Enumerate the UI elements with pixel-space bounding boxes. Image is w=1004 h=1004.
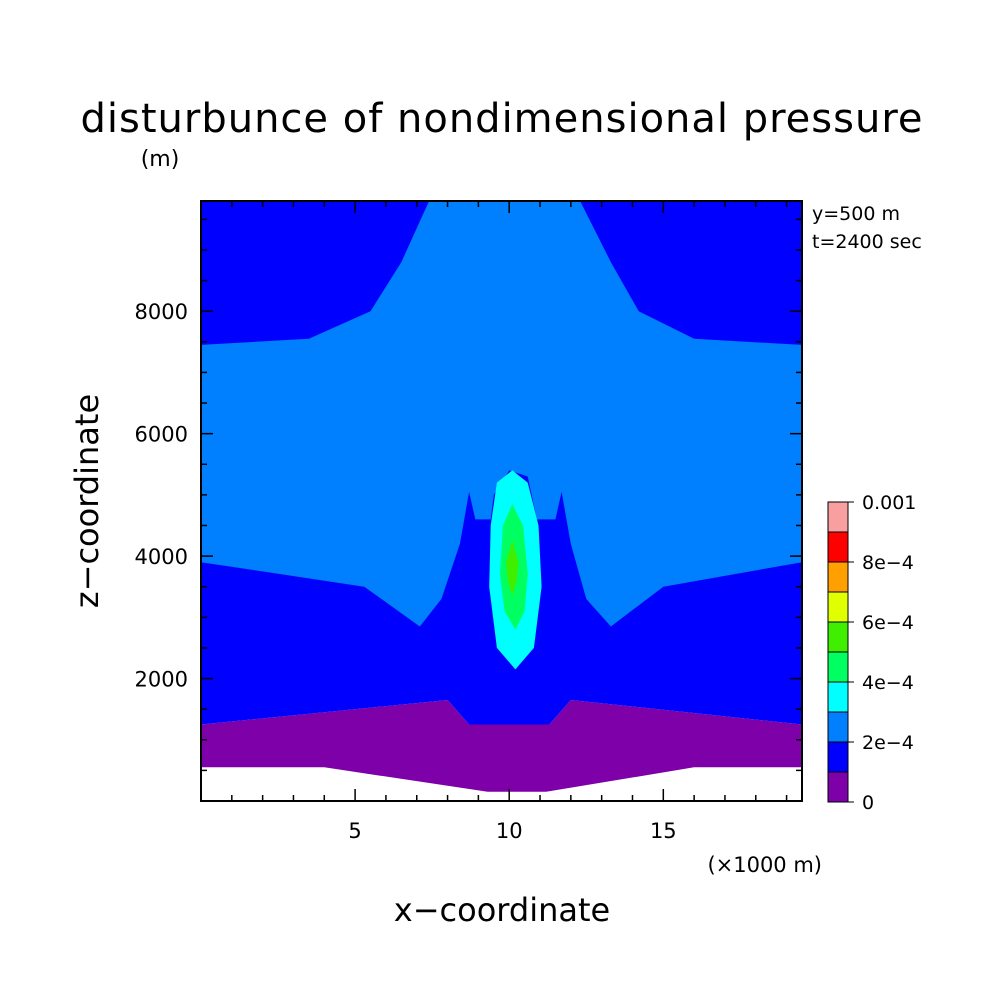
colorbar-swatch — [827, 531, 849, 563]
colorbar: 0 2e−4 4e−4 6e−4 8e−4 0.001 — [827, 492, 916, 814]
colorbar-label: 0 — [862, 792, 874, 814]
colorbar-swatch — [827, 681, 849, 713]
annotation-t: t=2400 sec — [812, 231, 922, 253]
y-axis-label: z−coordinate — [68, 394, 106, 608]
contour-regions — [201, 201, 802, 792]
colorbar-label: 4e−4 — [862, 672, 914, 694]
contour-region-5 — [506, 540, 519, 596]
x-unit-label: (×1000 m) — [707, 853, 822, 877]
y-tick-label: 4000 — [135, 545, 188, 569]
colorbar-swatch — [827, 651, 849, 683]
colorbar-label: 2e−4 — [862, 732, 914, 754]
y-tick-label: 2000 — [135, 668, 188, 692]
annotation-y: y=500 m — [812, 203, 900, 225]
colorbar-swatch — [827, 621, 849, 653]
colorbar-label: 8e−4 — [862, 552, 914, 574]
x-axis-label: x−coordinate — [394, 891, 610, 929]
plot-area: 5 10 15 2000 4000 6000 8000 — [135, 200, 803, 843]
colorbar-swatch — [827, 591, 849, 623]
x-tick-label: 5 — [348, 819, 361, 843]
colorbar-swatch — [827, 771, 849, 803]
colorbar-swatch — [827, 561, 849, 593]
colorbar-label: 6e−4 — [862, 612, 914, 634]
chart-title: disturbunce of nondimensional pressure — [81, 96, 924, 142]
x-tick-label: 10 — [496, 819, 523, 843]
chart-unit-label: (m) — [141, 147, 180, 172]
plot-frame — [200, 200, 803, 802]
y-tick-label: 6000 — [135, 423, 188, 447]
contour-region-0 — [201, 700, 802, 792]
colorbar-label: 0.001 — [862, 492, 916, 514]
x-tick-label: 15 — [650, 819, 677, 843]
axis-ticks: 5 10 15 2000 4000 6000 8000 — [135, 201, 802, 843]
colorbar-swatch — [827, 501, 849, 533]
y-tick-label: 8000 — [135, 300, 188, 324]
colorbar-swatch — [827, 741, 849, 773]
colorbar-swatch — [827, 711, 849, 743]
contour-region-2 — [201, 201, 802, 627]
